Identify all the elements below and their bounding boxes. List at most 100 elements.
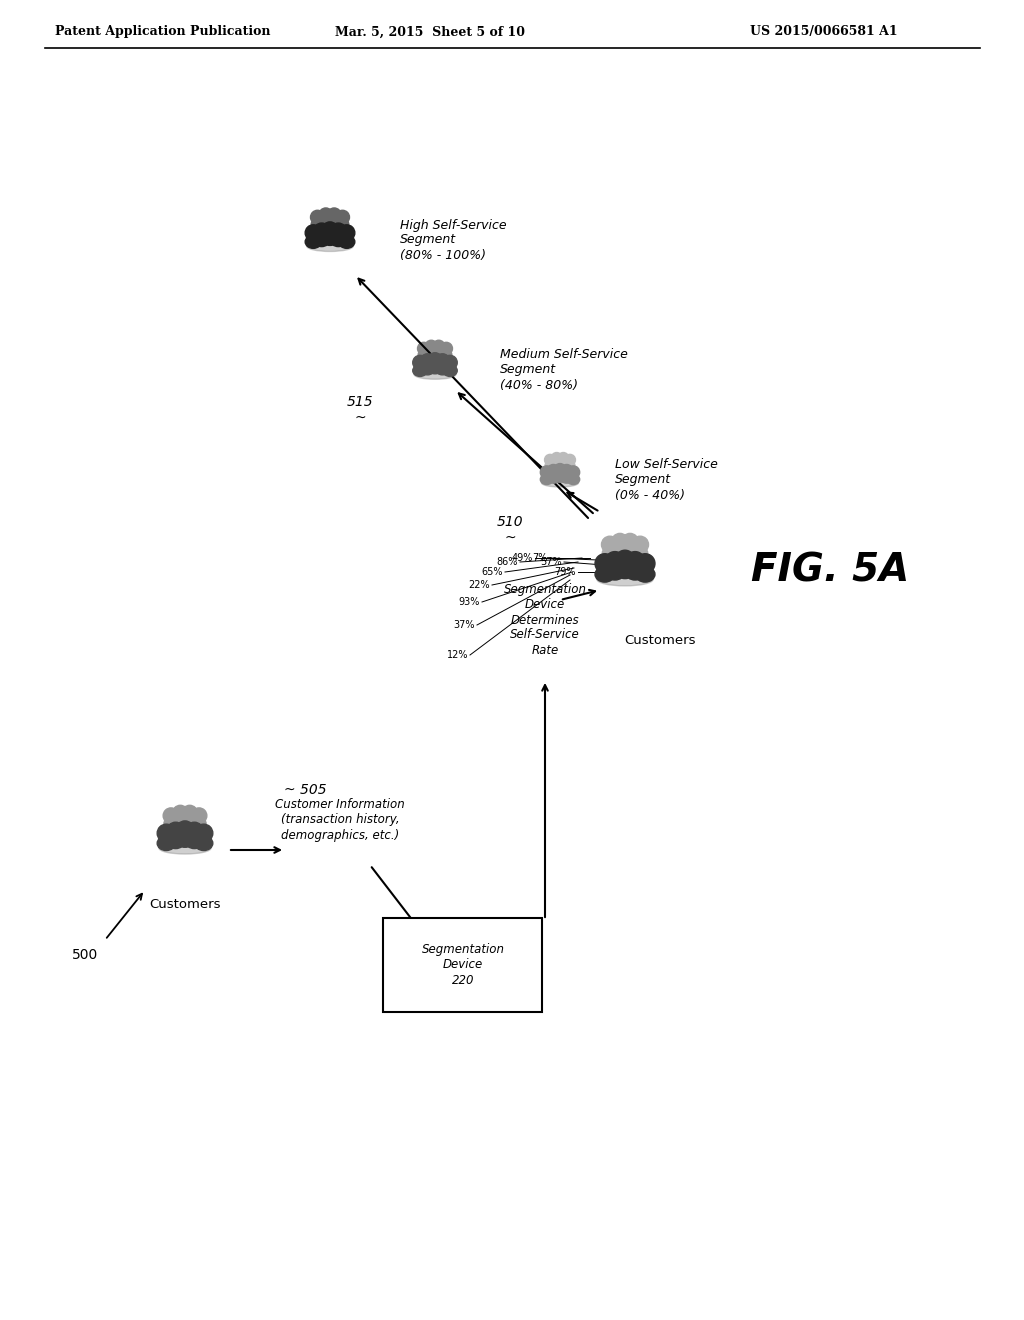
Ellipse shape [597, 573, 653, 586]
Ellipse shape [605, 565, 625, 579]
Ellipse shape [440, 350, 452, 359]
Text: Medium Self-Service
Segment
(40% - 80%): Medium Self-Service Segment (40% - 80%) [500, 348, 628, 392]
Circle shape [313, 223, 330, 239]
Circle shape [185, 822, 204, 841]
Ellipse shape [185, 834, 204, 849]
Circle shape [595, 553, 614, 573]
Circle shape [626, 552, 645, 572]
Circle shape [420, 354, 435, 368]
Circle shape [322, 222, 338, 238]
Ellipse shape [176, 833, 195, 847]
Ellipse shape [547, 473, 560, 483]
Ellipse shape [157, 836, 175, 850]
Ellipse shape [414, 370, 456, 379]
Circle shape [176, 821, 195, 840]
Text: 515
~: 515 ~ [347, 395, 374, 425]
Circle shape [435, 354, 450, 368]
Circle shape [328, 209, 341, 222]
Ellipse shape [311, 219, 324, 230]
Circle shape [428, 352, 442, 367]
Ellipse shape [322, 232, 338, 246]
Ellipse shape [595, 566, 614, 582]
Ellipse shape [413, 364, 427, 376]
Ellipse shape [635, 566, 655, 582]
Circle shape [545, 454, 556, 466]
Ellipse shape [560, 473, 573, 483]
Text: 65%: 65% [481, 568, 503, 577]
Ellipse shape [159, 842, 211, 854]
Ellipse shape [426, 348, 437, 358]
Circle shape [615, 550, 635, 570]
Circle shape [567, 466, 580, 479]
Circle shape [551, 453, 562, 463]
Circle shape [305, 224, 322, 242]
Circle shape [195, 824, 213, 842]
Circle shape [442, 355, 458, 370]
Ellipse shape [173, 814, 187, 826]
Ellipse shape [193, 817, 206, 829]
Text: 79%: 79% [555, 568, 575, 577]
Circle shape [336, 210, 349, 224]
Ellipse shape [615, 562, 635, 578]
Circle shape [318, 209, 333, 222]
Circle shape [157, 824, 175, 842]
Circle shape [635, 553, 655, 573]
Text: Mar. 5, 2015  Sheet 5 of 10: Mar. 5, 2015 Sheet 5 of 10 [335, 25, 525, 38]
Circle shape [163, 808, 179, 824]
Circle shape [541, 466, 553, 479]
Ellipse shape [633, 546, 647, 560]
Text: 86%: 86% [497, 557, 518, 568]
Ellipse shape [418, 350, 429, 359]
Ellipse shape [612, 544, 628, 557]
Circle shape [611, 533, 629, 550]
Ellipse shape [195, 836, 213, 850]
Text: US 2015/0066581 A1: US 2015/0066581 A1 [750, 25, 898, 38]
Circle shape [440, 342, 453, 355]
Ellipse shape [552, 459, 561, 467]
Circle shape [632, 536, 648, 553]
Circle shape [558, 453, 569, 463]
Ellipse shape [305, 235, 322, 248]
Text: 93%: 93% [459, 597, 480, 607]
Text: 500: 500 [72, 948, 98, 962]
Text: 49%: 49% [512, 553, 534, 564]
Ellipse shape [602, 546, 617, 560]
Circle shape [622, 533, 638, 550]
Circle shape [339, 224, 355, 242]
Circle shape [432, 341, 445, 352]
Text: 37%: 37% [454, 620, 475, 630]
Text: 12%: 12% [446, 649, 468, 660]
Text: Customers: Customers [150, 899, 221, 912]
Ellipse shape [167, 834, 184, 849]
Ellipse shape [567, 474, 580, 484]
FancyBboxPatch shape [383, 917, 542, 1012]
Ellipse shape [330, 234, 346, 247]
Circle shape [172, 805, 188, 821]
Text: 510
~: 510 ~ [497, 515, 523, 545]
Text: Segmentation
Device
220: Segmentation Device 220 [422, 944, 505, 986]
Text: Low Self-Service
Segment
(0% - 40%): Low Self-Service Segment (0% - 40%) [615, 458, 718, 502]
Text: High Self-Service
Segment
(80% - 100%): High Self-Service Segment (80% - 100%) [400, 219, 507, 261]
Ellipse shape [319, 216, 332, 227]
Text: Segmentation
Device
Determines
Self-Service
Rate: Segmentation Device Determines Self-Serv… [504, 583, 587, 656]
Circle shape [182, 805, 198, 821]
Circle shape [167, 822, 184, 841]
Ellipse shape [545, 461, 555, 470]
Ellipse shape [328, 216, 340, 227]
Text: ~ 505: ~ 505 [284, 783, 327, 797]
Circle shape [605, 552, 625, 572]
Text: FIG. 5A: FIG. 5A [751, 550, 909, 589]
Ellipse shape [623, 544, 638, 557]
Text: Customer Information
(transaction history,
demographics, etc.): Customer Information (transaction histor… [275, 799, 404, 842]
Ellipse shape [541, 474, 553, 484]
Ellipse shape [542, 479, 579, 487]
Circle shape [425, 341, 437, 352]
Ellipse shape [420, 363, 435, 375]
Circle shape [601, 536, 618, 553]
Ellipse shape [339, 235, 355, 248]
Ellipse shape [433, 348, 444, 358]
Text: 7%: 7% [532, 553, 548, 564]
Ellipse shape [307, 242, 353, 251]
Ellipse shape [558, 459, 568, 467]
Circle shape [310, 210, 325, 224]
